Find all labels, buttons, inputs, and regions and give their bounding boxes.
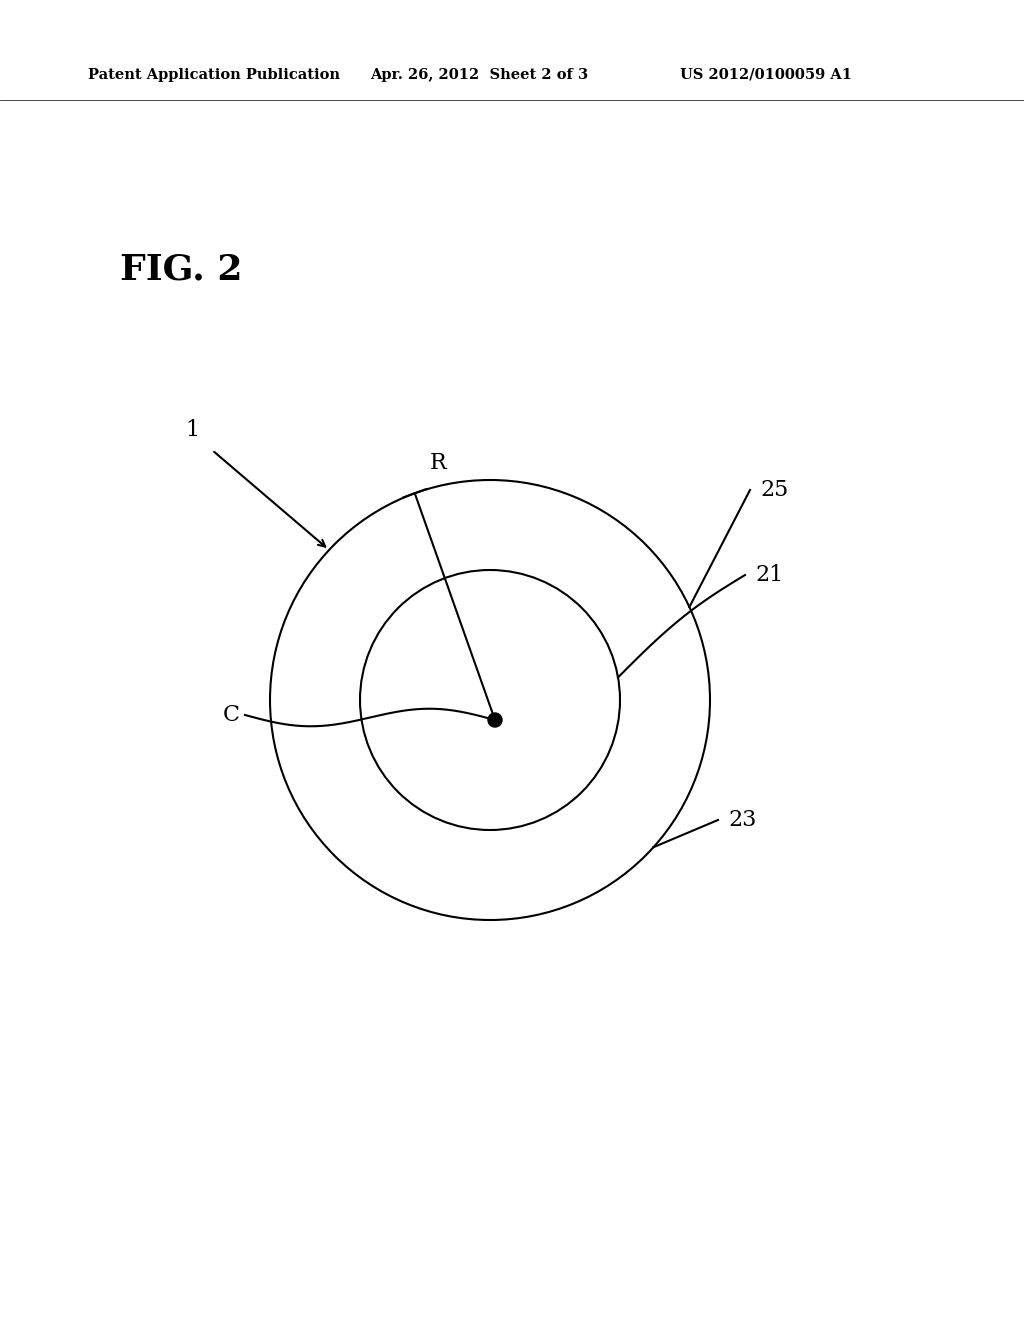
Text: R: R	[430, 453, 446, 474]
Text: 1: 1	[185, 418, 199, 441]
Text: C: C	[223, 704, 240, 726]
Text: 21: 21	[755, 564, 783, 586]
Circle shape	[488, 713, 502, 727]
Text: 23: 23	[728, 809, 757, 832]
Text: 25: 25	[760, 479, 788, 502]
Text: Patent Application Publication: Patent Application Publication	[88, 69, 340, 82]
Text: US 2012/0100059 A1: US 2012/0100059 A1	[680, 69, 852, 82]
Text: FIG. 2: FIG. 2	[120, 253, 243, 286]
Text: Apr. 26, 2012  Sheet 2 of 3: Apr. 26, 2012 Sheet 2 of 3	[370, 69, 588, 82]
